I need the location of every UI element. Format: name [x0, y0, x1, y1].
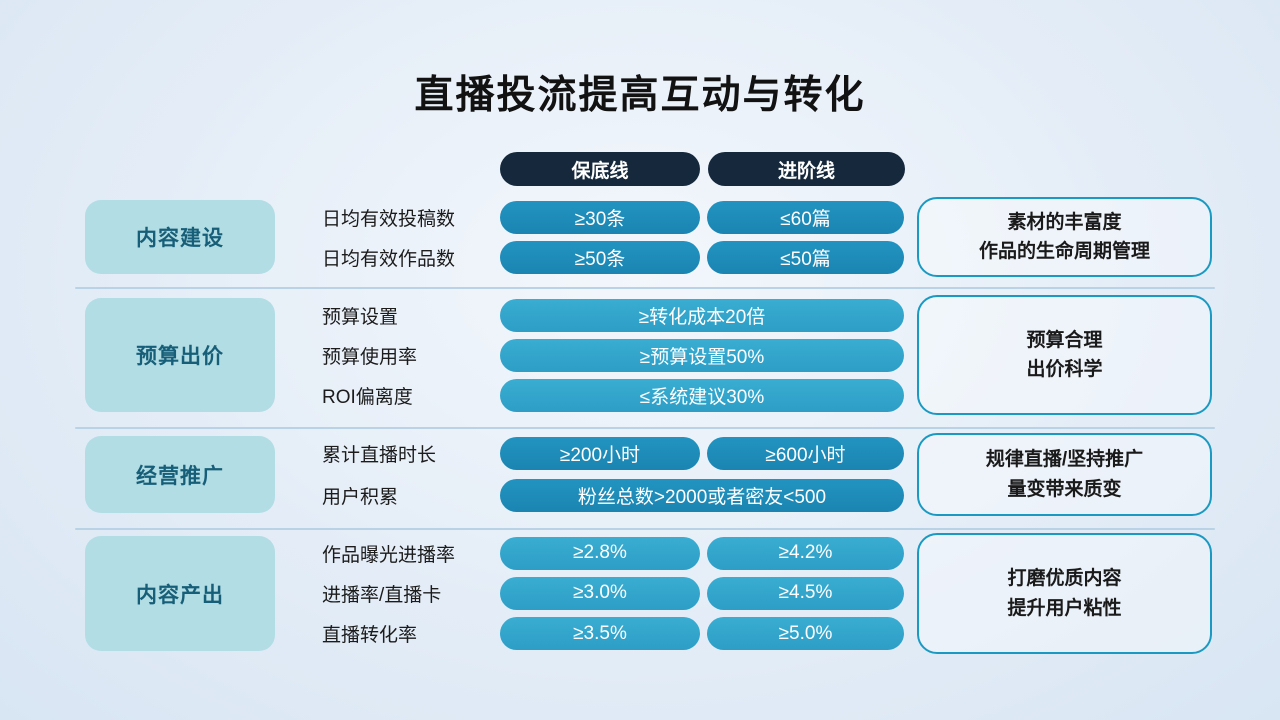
note-line: 量变带来质变	[1007, 478, 1122, 500]
metric-label: 预算设置	[322, 306, 399, 328]
metric-rows: 累计直播时长 ≥200小时 ≥600小时 用户积累 粉丝总数>2000或者密友<…	[322, 433, 904, 516]
value-pill-baseline: ≥30条	[500, 200, 700, 234]
value-pill-advanced: ≥4.5%	[707, 576, 904, 610]
metric-label: 累计直播时长	[322, 445, 437, 467]
note-line: 出价科学	[1026, 359, 1103, 380]
metric-row: ROI偏离度 ≤系统建议30%	[322, 375, 904, 415]
metric-rows: 日均有效投稿数 ≥30条 ≤60篇 日均有效作品数 ≥50条 ≤50篇	[322, 197, 904, 277]
divider	[75, 528, 1215, 530]
group-operation-promotion: 经营推广 累计直播时长 ≥200小时 ≥600小时 用户积累 粉丝总数>2000…	[85, 433, 1212, 516]
category-badge: 内容产出	[85, 536, 275, 651]
metric-row: 进播率/直播卡 ≥3.0% ≥4.5%	[322, 573, 904, 613]
metric-label: 直播转化率	[322, 625, 418, 647]
metric-label: 预算使用率	[322, 346, 418, 368]
note-line: 作品的生命周期管理	[978, 241, 1150, 262]
divider	[75, 427, 1215, 429]
value-pill-baseline: ≥3.0%	[500, 576, 700, 610]
value-pill-advanced: ≤50篇	[707, 240, 904, 274]
value-pill-baseline: ≥3.5%	[500, 617, 700, 651]
note-box: 素材的丰富度 作品的生命周期管理	[917, 197, 1212, 277]
metric-label: 进播率/直播卡	[322, 584, 442, 606]
value-pill-wide: ≤系统建议30%	[500, 378, 904, 412]
metric-row: 作品曝光进播率 ≥2.8% ≥4.2%	[322, 533, 904, 573]
value-pill-wide: ≥转化成本20倍	[500, 298, 904, 332]
metric-label: ROI偏离度	[322, 386, 413, 408]
metric-label: 日均有效投稿数	[322, 208, 456, 230]
metric-row: 直播转化率 ≥3.5% ≥5.0%	[322, 614, 904, 654]
note-line: 素材的丰富度	[1007, 211, 1122, 233]
note-line: 提升用户粘性	[1007, 597, 1122, 619]
value-pill-baseline: ≥2.8%	[500, 536, 700, 570]
metric-label: 用户积累	[322, 486, 399, 508]
value-pill-advanced: ≤60篇	[707, 200, 904, 234]
group-budget-bidding: 预算出价 预算设置 ≥转化成本20倍 预算使用率 ≥预算设置50% ROI偏离度…	[85, 295, 1212, 415]
category-badge: 预算出价	[85, 298, 275, 412]
column-headers: 保底线 进阶线	[500, 152, 905, 186]
value-pill-advanced: ≥5.0%	[707, 617, 904, 651]
column-header-advanced: 进阶线	[708, 152, 905, 186]
metric-row: 累计直播时长 ≥200小时 ≥600小时	[322, 434, 904, 474]
note-line: 预算合理	[1026, 329, 1103, 351]
metric-row: 预算设置 ≥转化成本20倍	[322, 295, 904, 335]
note-box: 预算合理 出价科学	[917, 295, 1212, 415]
category-badge: 内容建设	[85, 200, 275, 274]
value-pill-baseline: ≥50条	[500, 240, 700, 274]
note-line: 规律直播/坚持推广	[985, 449, 1144, 471]
value-pill-advanced: ≥600小时	[707, 437, 904, 471]
metric-label: 作品曝光进播率	[322, 544, 456, 566]
note-box: 规律直播/坚持推广 量变带来质变	[917, 433, 1212, 516]
metric-rows: 作品曝光进播率 ≥2.8% ≥4.2% 进播率/直播卡 ≥3.0% ≥4.5% …	[322, 533, 904, 654]
group-content-output: 内容产出 作品曝光进播率 ≥2.8% ≥4.2% 进播率/直播卡 ≥3.0% ≥…	[85, 533, 1212, 654]
value-pill-wide: 粉丝总数>2000或者密友<500	[500, 478, 904, 512]
metric-rows: 预算设置 ≥转化成本20倍 预算使用率 ≥预算设置50% ROI偏离度 ≤系统建…	[322, 295, 904, 415]
value-pill-advanced: ≥4.2%	[707, 536, 904, 570]
metric-row: 用户积累 粉丝总数>2000或者密友<500	[322, 475, 904, 515]
note-box: 打磨优质内容 提升用户粘性	[917, 533, 1212, 654]
column-header-baseline: 保底线	[500, 152, 700, 186]
value-pill-baseline: ≥200小时	[500, 437, 700, 471]
group-content-building: 内容建设 日均有效投稿数 ≥30条 ≤60篇 日均有效作品数 ≥50条 ≤50篇…	[85, 197, 1212, 277]
value-pill-wide: ≥预算设置50%	[500, 338, 904, 372]
metric-label: 日均有效作品数	[322, 248, 456, 270]
metric-row: 预算使用率 ≥预算设置50%	[322, 335, 904, 375]
category-badge: 经营推广	[85, 436, 275, 513]
page-title: 直播投流提高互动与转化	[414, 74, 866, 117]
divider	[75, 287, 1215, 289]
note-line: 打磨优质内容	[1007, 568, 1122, 590]
metric-row: 日均有效投稿数 ≥30条 ≤60篇	[322, 197, 904, 237]
metric-row: 日均有效作品数 ≥50条 ≤50篇	[322, 237, 904, 277]
